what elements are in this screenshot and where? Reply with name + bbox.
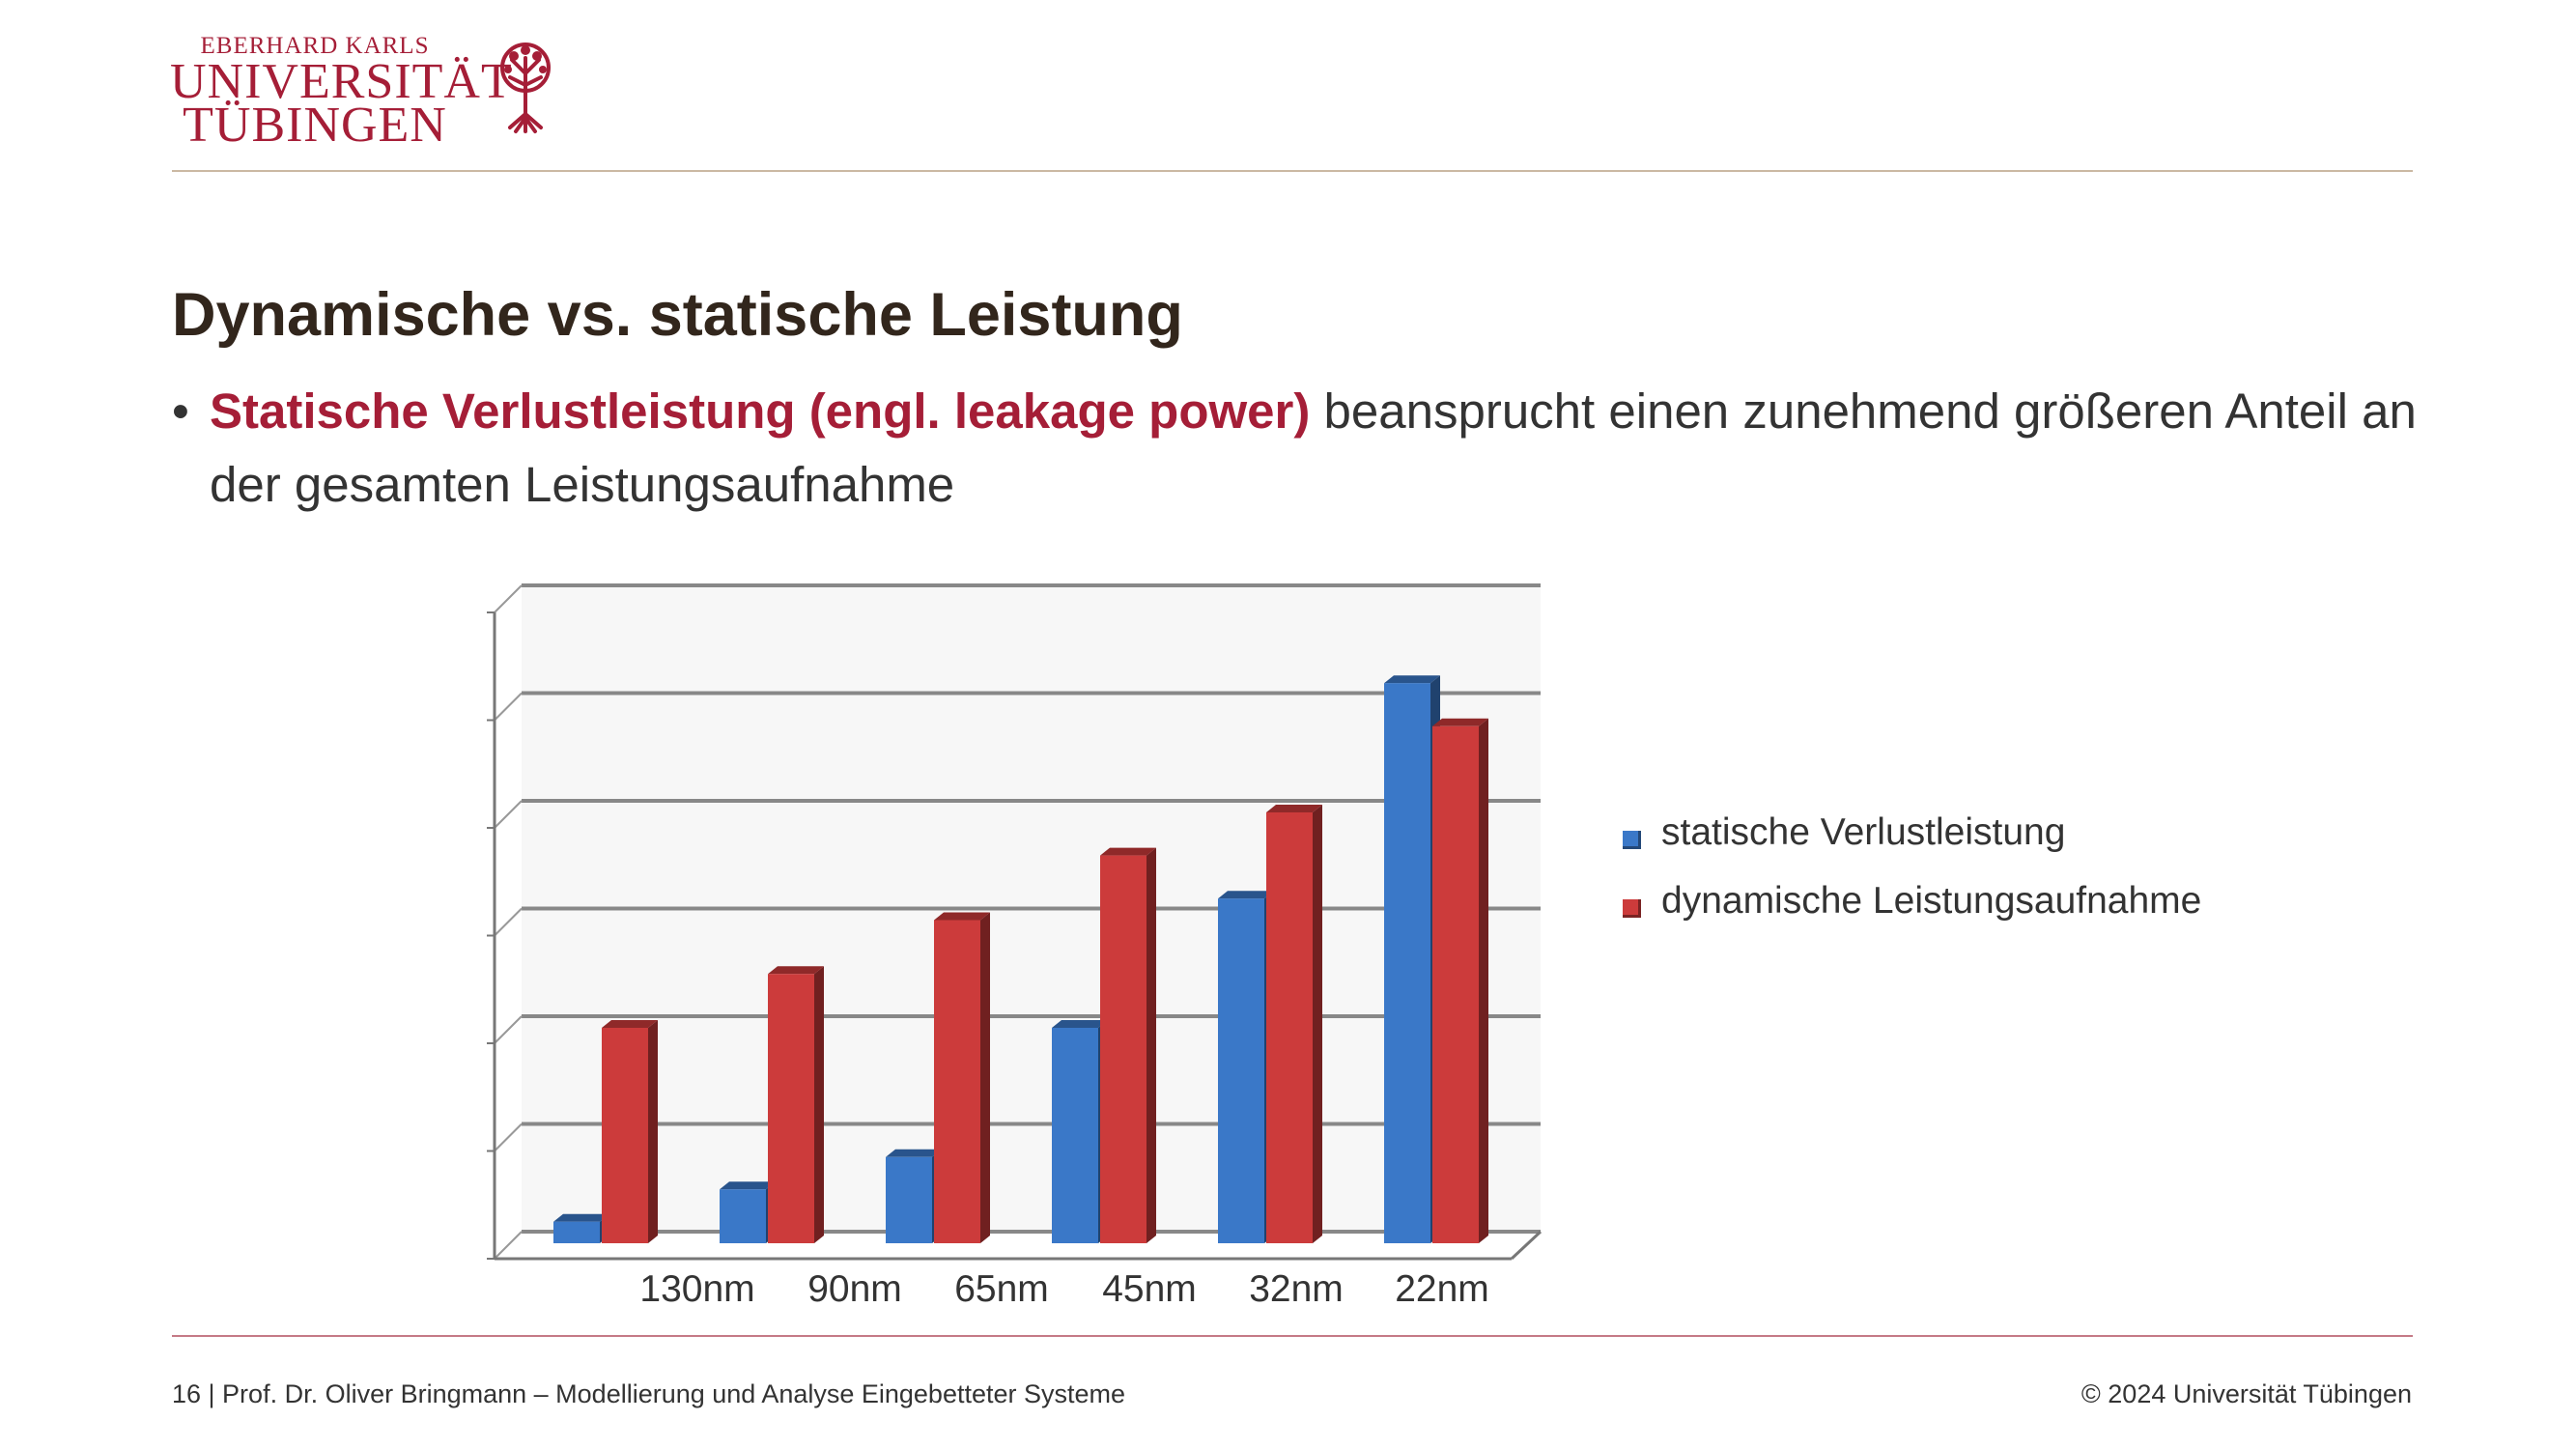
x-tick-label: 90nm bbox=[807, 1268, 902, 1310]
gridline-depth bbox=[494, 1122, 523, 1152]
bullet-rest: beansprucht einen zunehmend größeren Ant… bbox=[210, 384, 2417, 512]
bar-static-90nm bbox=[720, 1181, 776, 1243]
bar-top bbox=[1266, 805, 1322, 812]
legend-label-static: statische Verlustleistung bbox=[1661, 811, 2066, 853]
x-tick-label: 32nm bbox=[1249, 1268, 1344, 1310]
x-axis-depth bbox=[1510, 1230, 1543, 1261]
gridline-depth bbox=[494, 800, 523, 829]
x-tick-label: 45nm bbox=[1102, 1268, 1197, 1310]
bar-front bbox=[1052, 1028, 1098, 1243]
bar-top bbox=[602, 1020, 658, 1028]
bar-front bbox=[886, 1156, 932, 1243]
bar-top bbox=[553, 1213, 609, 1222]
bar-top bbox=[720, 1181, 776, 1190]
bar-top bbox=[768, 966, 824, 975]
bar-front bbox=[602, 1028, 648, 1243]
bar-front bbox=[1218, 898, 1264, 1243]
bullet-highlight: Statische Verlustleistung (engl. leakage… bbox=[210, 384, 1311, 439]
power-bar-chart: 130nm 90nm 65nm 45nm 32nm 22nm bbox=[487, 583, 1543, 1310]
logo-wordmark: EBERHARD KARLS UNIVERSITÄT TÜBINGEN bbox=[170, 33, 513, 153]
bar-static-45nm bbox=[1052, 1020, 1108, 1243]
bar-side bbox=[1313, 805, 1322, 1243]
bullet-text: Statische Verlustleistung (engl. leakage… bbox=[210, 375, 2431, 522]
header-divider bbox=[172, 170, 2413, 172]
bar-top bbox=[1432, 718, 1488, 726]
bar-front bbox=[768, 974, 814, 1243]
bar-dynamic-22nm bbox=[1432, 718, 1488, 1243]
bar-static-65nm bbox=[886, 1149, 942, 1243]
x-tick-label: 22nm bbox=[1395, 1268, 1489, 1310]
legend-swatch-static bbox=[1623, 831, 1641, 849]
gridline-depth bbox=[494, 907, 523, 937]
legend-label-dynamic: dynamische Leistungsaufnahme bbox=[1661, 880, 2202, 922]
bar-side bbox=[1146, 847, 1156, 1243]
bar-side bbox=[648, 1020, 658, 1243]
x-tick-label: 130nm bbox=[639, 1268, 754, 1310]
legend-swatch-dynamic bbox=[1623, 899, 1641, 918]
bar-side bbox=[814, 966, 824, 1243]
bar-static-32nm bbox=[1218, 891, 1274, 1243]
gridline-depth bbox=[494, 692, 523, 722]
bar-top bbox=[1100, 847, 1156, 856]
footer-divider bbox=[172, 1335, 2413, 1337]
chart-grid bbox=[487, 583, 1543, 1261]
bar-top bbox=[886, 1149, 942, 1157]
logo-line-3: TÜBINGEN bbox=[183, 98, 447, 153]
bullet-marker: • bbox=[172, 384, 189, 439]
bar-top bbox=[934, 912, 990, 921]
bar-dynamic-65nm bbox=[934, 912, 990, 1243]
bar-front bbox=[1100, 855, 1146, 1243]
bar-dynamic-32nm bbox=[1266, 805, 1322, 1243]
bar-top bbox=[1052, 1020, 1108, 1028]
bar-dynamic-90nm bbox=[768, 966, 824, 1243]
x-tick-label: 65nm bbox=[954, 1268, 1049, 1310]
chart-x-labels: 130nm 90nm 65nm 45nm 32nm 22nm bbox=[639, 1268, 1488, 1310]
gridline-depth bbox=[494, 1231, 523, 1260]
bar-side bbox=[980, 912, 990, 1243]
tree-seal-icon bbox=[500, 43, 551, 133]
bar-dynamic-130nm bbox=[602, 1020, 658, 1243]
gridline-depth bbox=[494, 584, 523, 613]
chart-bars bbox=[553, 675, 1488, 1243]
bar-front bbox=[1432, 725, 1479, 1243]
bar-front bbox=[1266, 812, 1313, 1243]
university-logo: EBERHARD KARLS UNIVERSITÄT TÜBINGEN bbox=[170, 33, 566, 151]
bar-static-22nm bbox=[1384, 675, 1440, 1243]
slide-title: Dynamische vs. statische Leistung bbox=[172, 281, 1183, 349]
bar-top bbox=[1218, 891, 1274, 899]
footer-right: © 2024 Universität Tübingen bbox=[2081, 1379, 2412, 1408]
bar-front bbox=[1384, 683, 1430, 1243]
bar-side bbox=[1479, 718, 1488, 1243]
footer-left: 16 | Prof. Dr. Oliver Bringmann – Modell… bbox=[172, 1379, 1126, 1408]
gridline-depth bbox=[494, 1015, 523, 1044]
bar-dynamic-45nm bbox=[1100, 847, 1156, 1243]
logo-line-2: UNIVERSITÄT bbox=[170, 54, 513, 109]
bar-static-130nm bbox=[553, 1213, 609, 1243]
logo-line-1: EBERHARD KARLS bbox=[200, 33, 430, 59]
bar-front bbox=[553, 1221, 600, 1243]
bar-top bbox=[1384, 675, 1440, 684]
bar-front bbox=[720, 1189, 766, 1243]
bar-front bbox=[934, 920, 980, 1243]
